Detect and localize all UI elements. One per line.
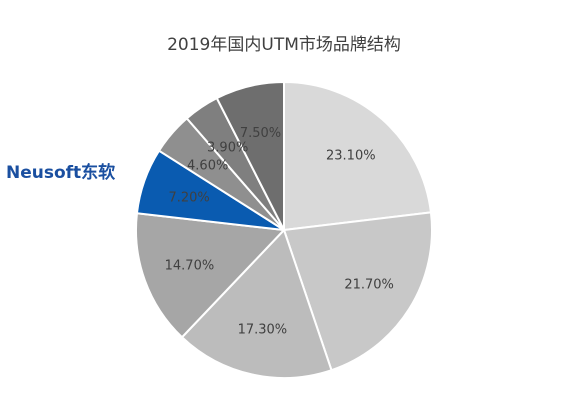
data-label-4: 14.70%: [165, 258, 215, 273]
data-label-1: 23.10%: [326, 149, 376, 164]
pie-slice-1: [283, 80, 433, 232]
pie-slices: [135, 80, 433, 379]
data-label-7: 3.90%: [207, 141, 248, 156]
data-label-3: 17.30%: [238, 322, 288, 337]
data-label-5: 7.20%: [168, 191, 209, 206]
chart-title: 2019年国内UTM市场品牌结构: [167, 35, 401, 55]
pie-slice-2: [282, 211, 433, 372]
pie-slice-3: [180, 228, 333, 379]
pie-labels: 23.10% 21.70% 17.30% 14.70% 7.20% 4.60% 3.90%7…: [165, 126, 394, 337]
data-label-2: 21.70%: [344, 278, 394, 293]
neusoft-logo: Neusoft东软: [6, 163, 116, 183]
data-label-8: 7.50%: [240, 126, 281, 141]
pie-slice-8: [215, 80, 285, 231]
data-label-6: 4.60%: [187, 158, 228, 173]
pie-slice-4: [135, 212, 287, 339]
